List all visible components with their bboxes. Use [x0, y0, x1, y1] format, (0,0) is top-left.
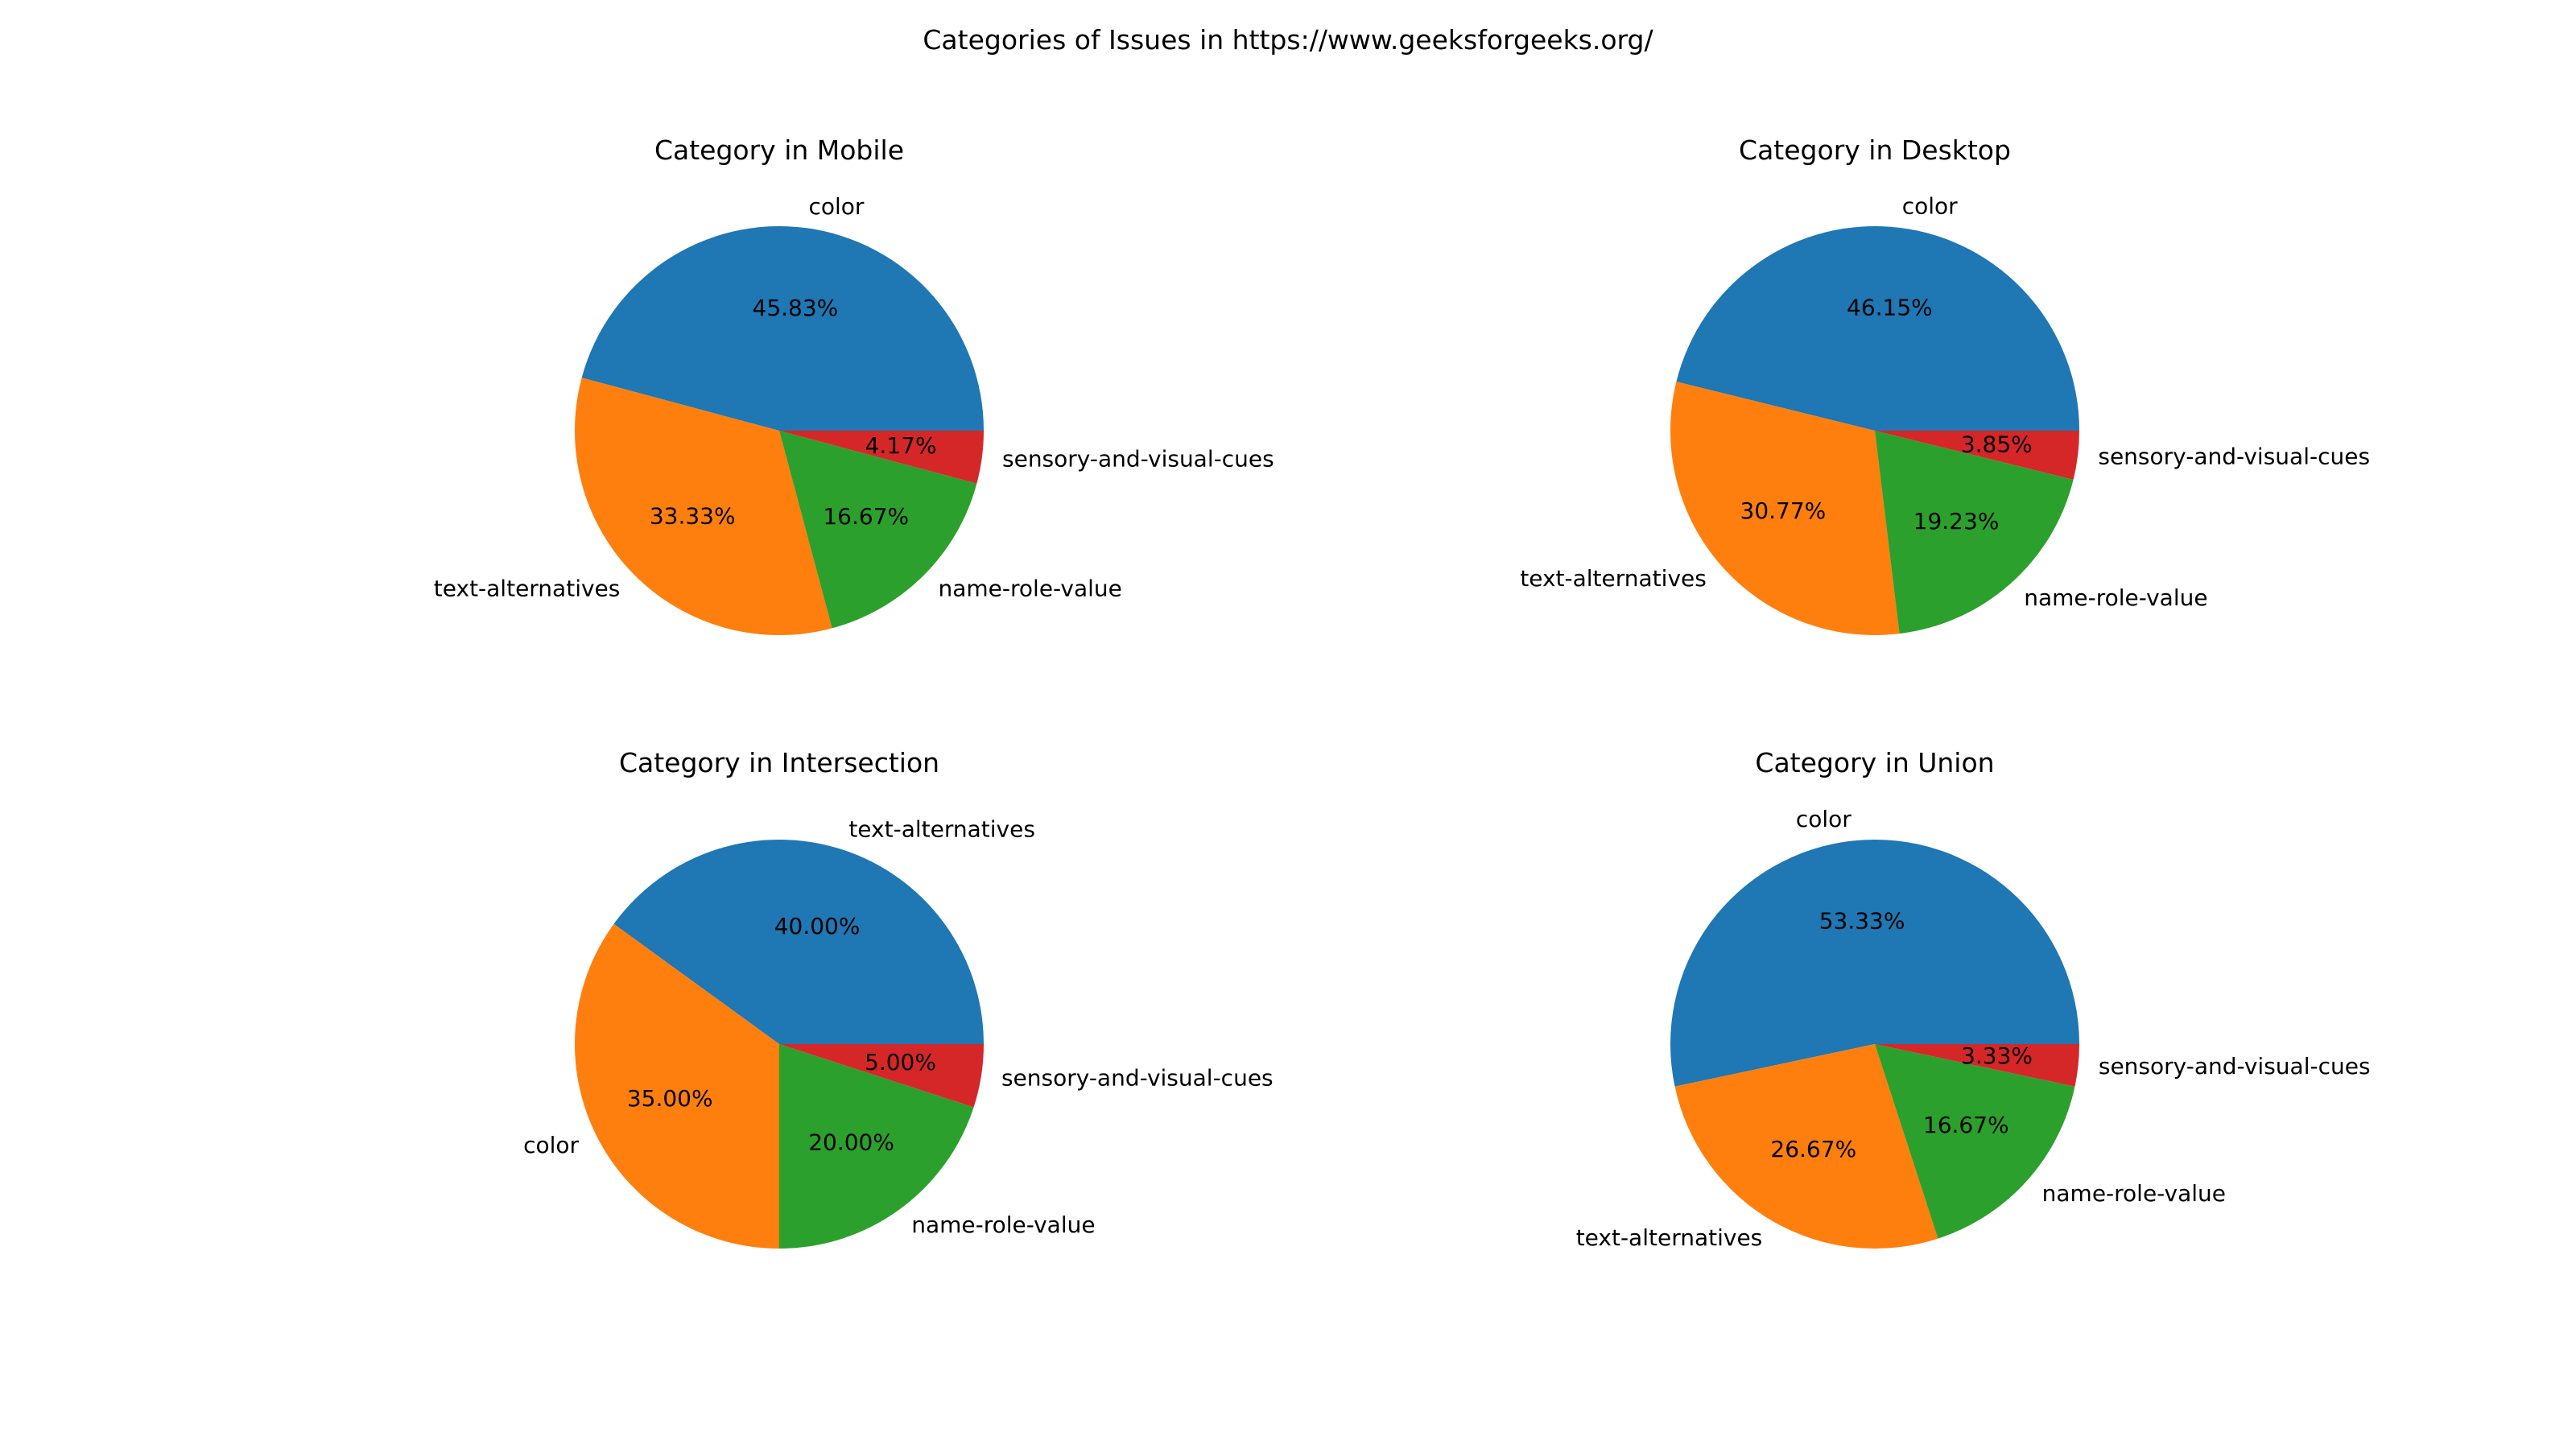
slice-label-intersection-color: color: [523, 1132, 579, 1158]
slice-label-desktop-sensory-and-visual-cues: sensory-and-visual-cues: [2098, 444, 2370, 470]
pie-title-mobile: Category in Mobile: [654, 134, 904, 166]
slice-label-mobile-sensory-and-visual-cues: sensory-and-visual-cues: [1002, 446, 1274, 473]
figure-title: Categories of Issues in https://www.geek…: [923, 24, 1653, 56]
pie-slice-desktop-text-alternatives: [1670, 382, 1900, 635]
slice-label-union-sensory-and-visual-cues: sensory-and-visual-cues: [2099, 1053, 2371, 1080]
pie-slice-intersection-text-alternatives: [613, 839, 984, 1044]
pie-slice-mobile-color: [581, 226, 984, 431]
pie-title-desktop: Category in Desktop: [1739, 134, 2011, 166]
slice-label-mobile-name-role-value: name-role-value: [939, 576, 1122, 602]
pie-slice-intersection-color: [574, 923, 779, 1249]
pie-chart-intersection: Category in Intersection text-alternative…: [523, 747, 1274, 1249]
slice-percent-mobile-name-role-value: 16.67%: [823, 503, 909, 530]
slice-label-mobile-color: color: [809, 193, 865, 220]
pie-slice-mobile-sensory-and-visual-cues: [779, 431, 984, 484]
pie-slice-mobile-text-alternatives: [575, 378, 832, 635]
slice-percent-desktop-text-alternatives: 30.77%: [1740, 497, 1827, 524]
pie-slice-desktop-color: [1676, 226, 2079, 431]
pie-slice-desktop-name-role-value: [1875, 431, 2074, 634]
slice-percent-union-sensory-and-visual-cues: 3.33%: [1961, 1042, 2033, 1069]
pie-chart-desktop: Category in Desktop color 46.15% text-alter…: [1520, 134, 2370, 635]
slice-label-desktop-text-alternatives: text-alternatives: [1520, 565, 1707, 592]
slice-percent-union-text-alternatives: 26.67%: [1770, 1136, 1856, 1162]
pie-slice-union-color: [1670, 840, 2079, 1087]
slice-percent-intersection-color: 35.00%: [627, 1085, 713, 1112]
pie-slice-union-sensory-and-visual-cues: [1875, 1044, 2079, 1087]
slice-label-desktop-color: color: [1902, 193, 1958, 220]
slice-percent-intersection-name-role-value: 20.00%: [808, 1129, 894, 1155]
pie-slice-intersection-name-role-value: [779, 1044, 974, 1249]
pie-slice-union-name-role-value: [1875, 1044, 2075, 1239]
slice-label-union-name-role-value: name-role-value: [2042, 1180, 2226, 1207]
slice-label-intersection-sensory-and-visual-cues: sensory-and-visual-cues: [1001, 1065, 1274, 1092]
slice-percent-mobile-color: 45.83%: [753, 295, 839, 321]
slice-label-union-color: color: [1796, 806, 1852, 832]
slice-label-mobile-text-alternatives: text-alternatives: [434, 576, 621, 602]
pie-slice-union-text-alternatives: [1674, 1044, 1938, 1249]
slice-label-intersection-text-alternatives: text-alternatives: [848, 815, 1035, 842]
slice-percent-intersection-text-alternatives: 40.00%: [774, 913, 861, 939]
slice-percent-desktop-sensory-and-visual-cues: 3.85%: [1961, 431, 2033, 457]
pie-chart-mobile: Category in Mobile color 45.83% text-altern…: [434, 134, 1274, 635]
pie-slice-mobile-name-role-value: [779, 431, 977, 629]
slice-percent-union-color: 53.33%: [1819, 907, 1905, 934]
slice-percent-intersection-sensory-and-visual-cues: 5.00%: [865, 1049, 936, 1075]
slice-percent-mobile-sensory-and-visual-cues: 4.17%: [865, 432, 937, 459]
slice-label-desktop-name-role-value: name-role-value: [2024, 584, 2207, 611]
slice-percent-union-name-role-value: 16.67%: [1923, 1112, 2009, 1138]
slice-percent-desktop-name-role-value: 19.23%: [1913, 508, 2000, 535]
pie-slice-desktop-sensory-and-visual-cues: [1875, 431, 2079, 480]
pie-slice-intersection-sensory-and-visual-cues: [779, 1044, 984, 1108]
pie-chart-union: Category in Union color 53.33% text-alterna…: [1576, 747, 2371, 1251]
pie-title-intersection: Category in Intersection: [619, 747, 939, 778]
slice-percent-desktop-color: 46.15%: [1847, 295, 1933, 321]
pie-title-union: Category in Union: [1755, 747, 1994, 778]
slice-percent-mobile-text-alternatives: 33.33%: [650, 503, 736, 530]
slice-label-union-text-alternatives: text-alternatives: [1576, 1224, 1763, 1251]
slice-label-intersection-name-role-value: name-role-value: [911, 1212, 1095, 1238]
